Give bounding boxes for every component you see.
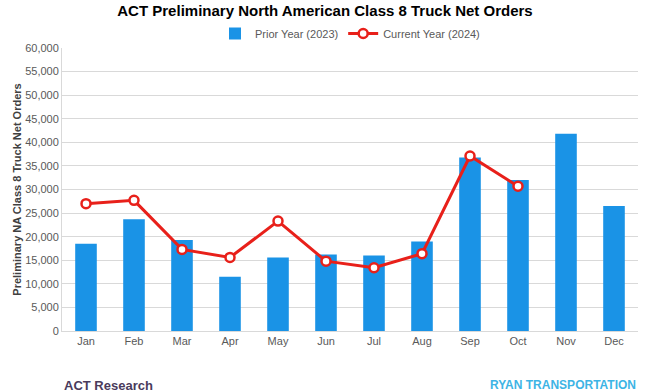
- svg-text:Sep: Sep: [460, 335, 480, 347]
- svg-text:15,000: 15,000: [25, 254, 59, 266]
- svg-text:RYAN TRANSPORTATION: RYAN TRANSPORTATION: [490, 378, 636, 391]
- svg-text:Current Year (2024): Current Year (2024): [383, 28, 480, 40]
- svg-text:45,000: 45,000: [25, 113, 59, 125]
- svg-text:10,000: 10,000: [25, 278, 59, 290]
- svg-text:50,000: 50,000: [25, 89, 59, 101]
- svg-text:55,000: 55,000: [25, 65, 59, 77]
- svg-text:Dec: Dec: [604, 335, 624, 347]
- svg-text:25,000: 25,000: [25, 207, 59, 219]
- svg-text:5,000: 5,000: [31, 301, 59, 313]
- svg-text:Mar: Mar: [173, 335, 192, 347]
- svg-text:30,000: 30,000: [25, 183, 59, 195]
- svg-text:ACT Preliminary North American: ACT Preliminary North American Class 8 T…: [117, 2, 532, 19]
- svg-text:Jul: Jul: [367, 335, 381, 347]
- svg-text:35,000: 35,000: [25, 160, 59, 172]
- svg-text:Jan: Jan: [77, 335, 95, 347]
- svg-text:Apr: Apr: [221, 335, 238, 347]
- svg-text:Preliminary NA Class 8 Truck N: Preliminary NA Class 8 Truck Net Orders: [11, 83, 23, 295]
- svg-text:Aug: Aug: [412, 335, 432, 347]
- svg-text:ACT Research: ACT Research: [64, 378, 153, 391]
- svg-text:20,000: 20,000: [25, 231, 59, 243]
- svg-text:Jun: Jun: [317, 335, 335, 347]
- svg-text:0: 0: [53, 325, 59, 337]
- svg-text:60,000: 60,000: [25, 42, 59, 54]
- svg-text:Oct: Oct: [509, 335, 526, 347]
- svg-text:Feb: Feb: [125, 335, 144, 347]
- svg-text:Prior Year (2023): Prior Year (2023): [255, 28, 338, 40]
- svg-text:May: May: [268, 335, 289, 347]
- svg-text:40,000: 40,000: [25, 136, 59, 148]
- svg-text:Nov: Nov: [556, 335, 576, 347]
